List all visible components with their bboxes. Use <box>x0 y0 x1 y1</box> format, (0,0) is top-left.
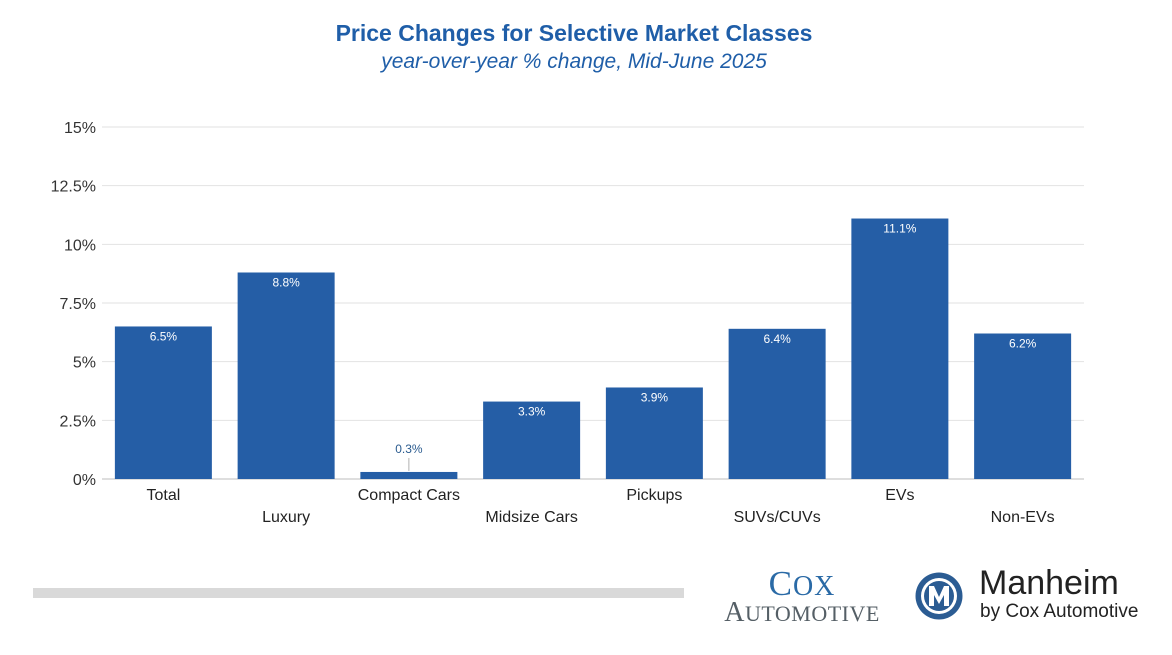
data-label: 0.3% <box>395 442 423 456</box>
chart-subtitle: year-over-year % change, Mid-June 2025 <box>381 50 767 73</box>
x-category-label: Non-EVs <box>991 509 1055 526</box>
bar <box>114 326 212 479</box>
x-category-label: Midsize Cars <box>485 509 577 526</box>
y-tick-label: 15% <box>64 120 96 137</box>
y-tick-label: 10% <box>64 237 96 254</box>
bar <box>851 218 949 479</box>
cox-logo-line2: AUTOMOTIVE <box>724 597 880 628</box>
manheim-subtitle: by Cox Automotive <box>980 601 1139 622</box>
x-category-label: EVs <box>885 487 914 504</box>
bar <box>728 328 826 479</box>
manheim-name: Manheim <box>979 564 1119 602</box>
bar-chart: 0% 2.5% 5% 7.5% 10% 12.5% 15% 6.5% Total 8.8% Luxu… <box>51 120 1084 526</box>
bar <box>237 272 335 479</box>
x-category-label: Total <box>146 487 180 504</box>
y-tick-label: 7.5% <box>60 296 96 313</box>
y-tick-label: 5% <box>73 355 96 372</box>
manheim-badge-icon <box>915 572 963 620</box>
bar <box>360 471 458 479</box>
data-label: 11.1% <box>883 222 916 236</box>
data-label: 6.5% <box>150 329 178 343</box>
y-tick-label: 12.5% <box>51 179 96 196</box>
bar <box>483 401 581 479</box>
chart-title: Price Changes for Selective Market Class… <box>335 20 813 46</box>
bar <box>605 387 703 479</box>
cox-automotive-logo: COX AUTOMOTIVE <box>712 566 892 627</box>
x-category-label: Luxury <box>262 509 310 526</box>
data-label: 3.9% <box>641 390 669 404</box>
data-label: 6.2% <box>1009 337 1037 351</box>
x-category-label: SUVs/CUVs <box>734 509 821 526</box>
y-tick-label: 0% <box>73 472 96 489</box>
x-category-label: Compact Cars <box>358 487 460 504</box>
y-tick-label: 2.5% <box>60 413 96 430</box>
bar <box>974 333 1072 479</box>
footer-divider <box>33 588 684 598</box>
x-category-label: Pickups <box>626 487 682 504</box>
data-label: 6.4% <box>763 332 791 346</box>
data-label: 8.8% <box>272 275 300 289</box>
data-label: 3.3% <box>518 405 546 419</box>
cox-logo-line1: COX <box>768 564 836 603</box>
